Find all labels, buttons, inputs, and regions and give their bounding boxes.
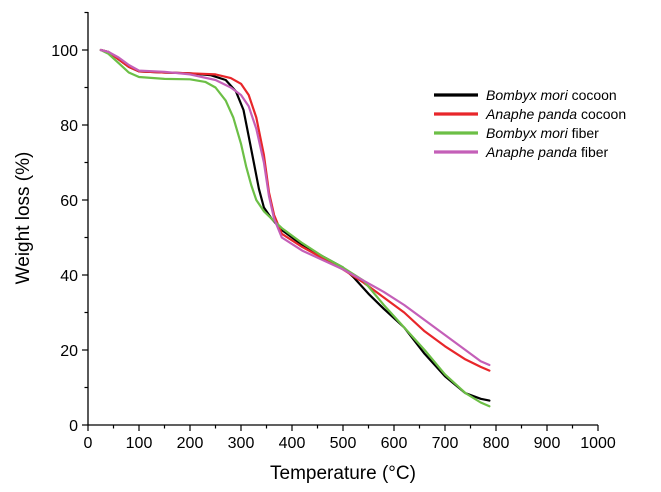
x-tick-label: 900 <box>534 435 561 452</box>
x-tick-label: 500 <box>330 435 357 452</box>
x-tick-label: 0 <box>84 435 93 452</box>
x-tick-label: 400 <box>279 435 306 452</box>
legend-species: Bombyx mori <box>486 87 569 103</box>
x-tick-label: 200 <box>177 435 204 452</box>
x-tick-label: 300 <box>228 435 255 452</box>
y-tick-label: 100 <box>51 43 78 60</box>
x-tick-label: 100 <box>126 435 153 452</box>
series-line-2 <box>99 48 491 372</box>
legend-species: Anaphe panda <box>485 106 577 122</box>
axes <box>87 12 598 426</box>
legend-entry: Anaphe panda fiber <box>485 144 609 160</box>
legend-material: fiber <box>577 144 608 160</box>
y-tick-label: 60 <box>60 193 78 210</box>
legend-entry: Bombyx mori fiber <box>486 125 599 141</box>
legend-species: Anaphe panda <box>485 144 577 160</box>
y-tick-label: 40 <box>60 268 78 285</box>
y-tick-label: 20 <box>60 343 78 360</box>
x-ticks: 0 100 200 300 400 500 600 700 800 900 1000 <box>84 425 616 452</box>
series-line-3 <box>99 48 491 408</box>
y-tick-label: 0 <box>69 418 78 435</box>
x-axis-title: Temperature (°C) <box>270 463 416 484</box>
y-tick-label: 80 <box>60 118 78 135</box>
y-axis-title: Weight loss (%) <box>13 152 34 285</box>
x-tick-label: 800 <box>483 435 510 452</box>
legend-entry: Anaphe panda cocoon <box>485 106 626 122</box>
x-tick-label: 700 <box>432 435 459 452</box>
x-tick-label: 600 <box>381 435 408 452</box>
legend-material: fiber <box>568 125 599 141</box>
legend-material: cocoon <box>568 87 617 103</box>
x-tick-label: 1000 <box>580 435 616 452</box>
y-ticks: 0 20 40 60 80 100 <box>51 11 88 435</box>
series-line-4 <box>99 48 491 367</box>
series-line-1 <box>99 48 491 402</box>
legend-entry: Bombyx mori cocoon <box>486 87 617 103</box>
plot-lines <box>99 48 491 408</box>
legend-material: cocoon <box>577 106 626 122</box>
legend-species: Bombyx mori <box>486 125 569 141</box>
